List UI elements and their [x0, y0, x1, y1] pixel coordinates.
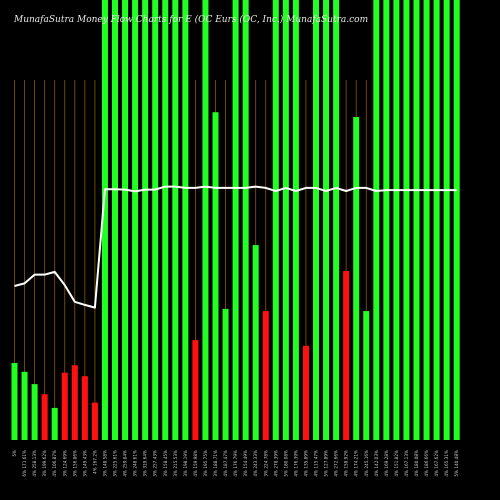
money-flow-bar — [71, 365, 78, 440]
line-layer — [14, 185, 457, 309]
x-tick-label: 4% 243.33% — [253, 450, 258, 477]
money-flow-bar — [292, 0, 299, 440]
money-flow-bar — [443, 0, 450, 440]
money-flow-bar — [353, 117, 360, 440]
money-flow-bar — [152, 0, 159, 440]
money-flow-bar — [272, 0, 279, 440]
x-tick-label: 3% 198.19% — [183, 450, 188, 477]
x-tick-label: 4% 176.79% — [233, 450, 238, 477]
x-tick-label: 4% 176.39% — [293, 450, 298, 477]
x-tick-label: 6% 171.61% — [22, 450, 27, 477]
money-flow-bar — [313, 0, 319, 440]
x-tick-label: 3% 224.78% — [263, 450, 268, 477]
x-tick-label: 3% 248.61% — [133, 450, 138, 477]
money-flow-bar — [363, 311, 370, 440]
money-flow-bar — [212, 112, 219, 440]
tick-layer: 5% 6% 171.61% 4% 258.13% 3% 199.62% 4% 106.8… — [12, 450, 459, 477]
x-tick-label: 3% 319.64% — [143, 450, 148, 477]
x-tick-label: 3% 199.62% — [42, 450, 47, 477]
money-flow-bar — [101, 0, 108, 440]
money-flow-bar — [343, 271, 350, 440]
money-flow-bar — [323, 0, 330, 440]
money-flow-bar — [31, 384, 38, 440]
money-flow-bar — [403, 0, 410, 440]
money-flow-bar — [51, 407, 58, 440]
x-tick-label: 5% — [12, 450, 17, 457]
x-tick-label: 3% 156.86% — [72, 450, 77, 477]
money-flow-bar — [252, 245, 259, 440]
x-tick-label: 3% 225.61% — [113, 450, 118, 477]
x-tick-label: 4% 165.31% — [444, 450, 449, 477]
money-flow-bar — [182, 0, 189, 440]
money-flow-bar — [333, 0, 340, 440]
x-tick-label: 4% 187.47% — [223, 450, 228, 477]
money-flow-bar — [453, 0, 460, 440]
x-tick-label: 4% 167.62% — [434, 450, 439, 477]
money-flow-bar — [122, 0, 129, 440]
x-tick-label: 3% 188.71% — [213, 450, 218, 477]
x-tick-label: 4% 167.2% — [92, 450, 97, 474]
money-flow-bar — [393, 0, 400, 440]
money-flow-bar — [262, 311, 269, 440]
x-tick-label: 3% 195.75% — [203, 450, 208, 477]
money-flow-line — [14, 185, 457, 309]
x-tick-label: 3% 124.69% — [62, 450, 67, 477]
money-flow-bar — [21, 371, 28, 440]
x-tick-label: 3% 154.49% — [243, 450, 248, 477]
money-flow-bar — [423, 0, 430, 440]
money-flow-bar — [242, 0, 249, 440]
x-tick-label: 4% 167.13% — [404, 450, 409, 477]
money-flow-bar — [192, 340, 199, 440]
money-flow-bar — [302, 345, 309, 440]
money-flow-bar — [132, 0, 139, 440]
x-tick-label: 4% 106.87% — [52, 450, 57, 477]
x-tick-label: 4% 258.13% — [32, 450, 37, 477]
x-tick-label: 4% 169.28% — [384, 450, 389, 477]
x-tick-label: 3% 158.45% — [163, 450, 168, 477]
x-tick-label: 4% 158.92% — [344, 450, 349, 477]
money-flow-bar — [413, 0, 420, 440]
x-tick-label: 4% 135.89% — [303, 450, 308, 477]
x-tick-label: 4% 245.16% — [364, 450, 369, 477]
money-flow-bar — [91, 402, 98, 440]
money-flow-bar — [61, 372, 68, 440]
x-tick-label: 4% 142.03% — [374, 450, 379, 477]
money-flow-bar — [232, 0, 239, 440]
money-flow-bar — [222, 308, 229, 440]
x-tick-label: 4% 278.39% — [273, 450, 278, 477]
x-tick-label: 4% 186.66% — [424, 450, 429, 477]
money-flow-bar — [383, 0, 390, 440]
money-flow-bar — [112, 0, 118, 440]
x-tick-label: 4% 115.47% — [314, 450, 319, 477]
bar-layer — [11, 0, 460, 440]
x-tick-label: 4% 151.82% — [394, 450, 399, 477]
money-flow-bar — [373, 0, 380, 440]
x-tick-label: 5% 127.89% — [324, 450, 329, 477]
x-tick-label: 3% 148.58% — [102, 450, 107, 477]
money-flow-bar — [202, 0, 209, 440]
chart-title: MunafaSutra Money Flow Charts for E (OC … — [13, 14, 368, 25]
x-tick-label: 5% 180.08% — [283, 450, 288, 477]
money-flow-bar — [433, 0, 440, 440]
x-tick-label: 3% 257.43% — [153, 450, 158, 477]
x-tick-label: 4% 259.84% — [123, 450, 128, 477]
money-flow-bar — [172, 0, 179, 440]
money-flow-bar — [142, 0, 149, 440]
money-flow-bar — [41, 394, 48, 440]
x-tick-label: 3% 149.43% — [82, 450, 87, 477]
x-tick-label: 4% 174.21% — [354, 450, 359, 477]
x-tick-label: 3% 215.53% — [173, 450, 178, 477]
money-flow-bar — [162, 0, 169, 440]
x-tick-label: 5% 140.48% — [454, 450, 459, 477]
x-tick-label: 4% 180.08% — [414, 450, 419, 477]
x-tick-label: 4% 159.98% — [193, 450, 198, 477]
x-tick-label: 4% 272.66% — [334, 450, 339, 477]
money-flow-bar — [11, 363, 18, 440]
money-flow-bar — [81, 376, 88, 440]
money-flow-bar — [282, 0, 289, 440]
